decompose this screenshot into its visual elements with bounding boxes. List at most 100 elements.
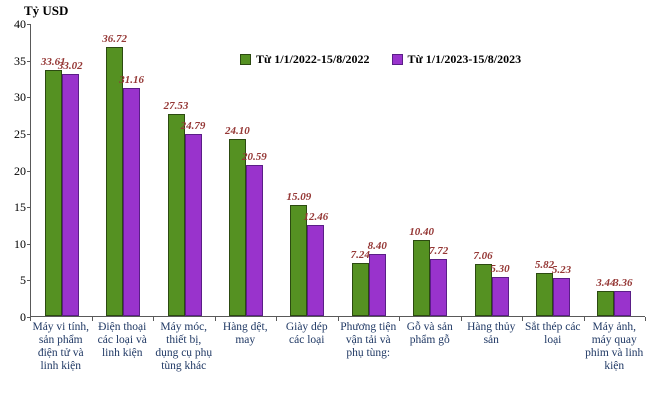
bar-wrap: 7.24 [351, 24, 370, 316]
y-tick-mark [27, 207, 30, 209]
legend-label: Từ 1/1/2023-15/8/2023 [407, 52, 522, 66]
bar-series-2 [184, 134, 202, 316]
bar-value-label: 3.36 [613, 277, 633, 289]
bar-pair: 27.53 24.79 [164, 24, 205, 316]
bar-wrap: 20.59 [242, 24, 267, 316]
bar-group: 7.24 8.40 [338, 24, 399, 316]
x-axis-label: Điện thoại các loại và linh kiện [97, 321, 147, 360]
bar-group: 7.06 5.30 [461, 24, 522, 316]
bar-pair: 3.44 3.36 [596, 24, 633, 316]
y-tick-mark [27, 97, 30, 99]
bar-series-2 [491, 277, 509, 316]
y-tick-mark [27, 170, 30, 172]
y-tick-label: 40 [14, 17, 26, 31]
bar-value-label: 36.72 [102, 33, 127, 45]
y-tick-mark [27, 60, 30, 62]
bar-pair: 33.61 33.02 [41, 24, 83, 316]
bar-group: 27.53 24.79 [154, 24, 215, 316]
bar-group: 15.09 12.46 [277, 24, 338, 316]
x-tick-mark [522, 317, 523, 321]
legend-label: Từ 1/1/2022-15/8/2022 [256, 52, 370, 66]
bar-wrap: 24.10 [225, 24, 250, 316]
bar-series-2 [552, 278, 570, 316]
bar-series-2 [368, 254, 386, 316]
bar-series-1 [597, 291, 615, 316]
bar-value-label: 20.59 [242, 151, 267, 163]
bar-value-label: 31.16 [119, 74, 144, 86]
bar-groups: 33.61 33.02 36.72 31.16 27.53 24.79 24.10 20.59… [31, 24, 645, 316]
bar-wrap: 5.30 [490, 24, 510, 316]
bar-series-1 [351, 263, 369, 316]
bar-series-1 [290, 205, 308, 316]
x-tick-mark [399, 317, 400, 321]
bar-wrap: 24.79 [181, 24, 205, 316]
bar-group: 3.44 3.36 [584, 24, 645, 316]
bar-value-label: 33.61 [40, 56, 66, 68]
y-tick-mark [27, 280, 30, 282]
bar-value-label: 24.79 [180, 120, 206, 132]
y-tick-label: 35 [14, 53, 26, 68]
y-axis-title: Tỷ USD [24, 3, 69, 18]
x-tick-mark [91, 317, 93, 321]
legend-swatch-series-2 [391, 54, 403, 65]
legend-swatch-series-1 [240, 54, 251, 65]
bar-series-1 [44, 70, 62, 316]
x-tick-mark [337, 317, 339, 321]
bar-value-label: 10.40 [409, 226, 435, 238]
bar-value-label: 24.10 [225, 125, 250, 137]
bar-value-label: 15.09 [286, 191, 312, 203]
bar-wrap: 5.23 [551, 24, 572, 316]
bar-pair: 7.06 5.30 [473, 24, 510, 316]
x-tick-mark [30, 317, 31, 321]
bar-wrap: 5.82 [535, 24, 554, 316]
y-tick-label: 20 [14, 163, 26, 178]
y-tick-mark [27, 24, 30, 25]
x-axis-label: Hàng dệt, may [222, 321, 268, 347]
bar-group: 36.72 31.16 [92, 24, 153, 316]
bar-wrap: 7.72 [429, 24, 449, 316]
x-axis-labels: Máy vi tính, sản phẩm điện tử và linh ki… [30, 321, 645, 373]
x-tick-mark [645, 317, 646, 321]
y-tick-label: 30 [14, 90, 26, 105]
y-tick-label: 15 [14, 200, 26, 215]
bar-series-1 [535, 273, 553, 316]
bar-series-2 [307, 225, 325, 316]
bar-value-label: 27.53 [163, 100, 189, 112]
bar-wrap: 3.44 [596, 24, 616, 316]
bar-wrap: 36.72 [102, 24, 127, 316]
x-axis-label: Máy vi tính, sản phẩm điện tử và linh ki… [32, 321, 90, 373]
y-tick-label: 10 [14, 236, 26, 251]
x-axis-label: Máy móc, thiết bị, dụng cụ phụ tùng khác [155, 321, 213, 373]
bar-wrap: 31.16 [119, 24, 144, 316]
bar-series-1 [474, 264, 492, 316]
bar-pair: 36.72 31.16 [102, 24, 144, 316]
bar-series-1 [228, 139, 246, 316]
bar-wrap: 15.09 [286, 24, 311, 316]
y-tick-mark [27, 133, 30, 135]
bar-series-1 [106, 47, 124, 316]
bar-series-2 [614, 291, 632, 316]
bar-wrap: 12.46 [303, 24, 328, 316]
bar-series-2 [245, 165, 263, 316]
y-tick-label: 0 [20, 310, 26, 324]
bar-value-label: 33.02 [57, 60, 83, 72]
x-axis-label: Sắt thép các loại [524, 321, 581, 347]
bar-value-label: 3.44 [596, 277, 616, 289]
bar-wrap: 7.06 [473, 24, 493, 316]
bar-value-label: 5.30 [490, 263, 510, 275]
bar-value-label: 5.23 [551, 264, 572, 276]
legend-item: Từ 1/1/2022-15/8/2022 [240, 52, 370, 67]
bar-wrap: 33.61 [41, 24, 66, 316]
bar-value-label: 7.72 [429, 245, 449, 257]
plot-area: 33.61 33.02 36.72 31.16 27.53 24.79 24.10 20.59… [30, 24, 645, 317]
x-axis-label: Giày dép các loại [285, 321, 328, 347]
bar-series-2 [430, 259, 448, 316]
bar-group: 5.82 5.23 [522, 24, 583, 316]
bar-wrap: 33.02 [58, 24, 83, 316]
bar-wrap: 8.40 [368, 24, 387, 316]
x-axis-label: Gỗ và sản phẩm gỗ [406, 321, 453, 347]
y-tick-mark [27, 243, 30, 245]
legend-item: Từ 1/1/2023-15/8/2023 [391, 52, 522, 67]
y-tick-mark [27, 317, 30, 318]
